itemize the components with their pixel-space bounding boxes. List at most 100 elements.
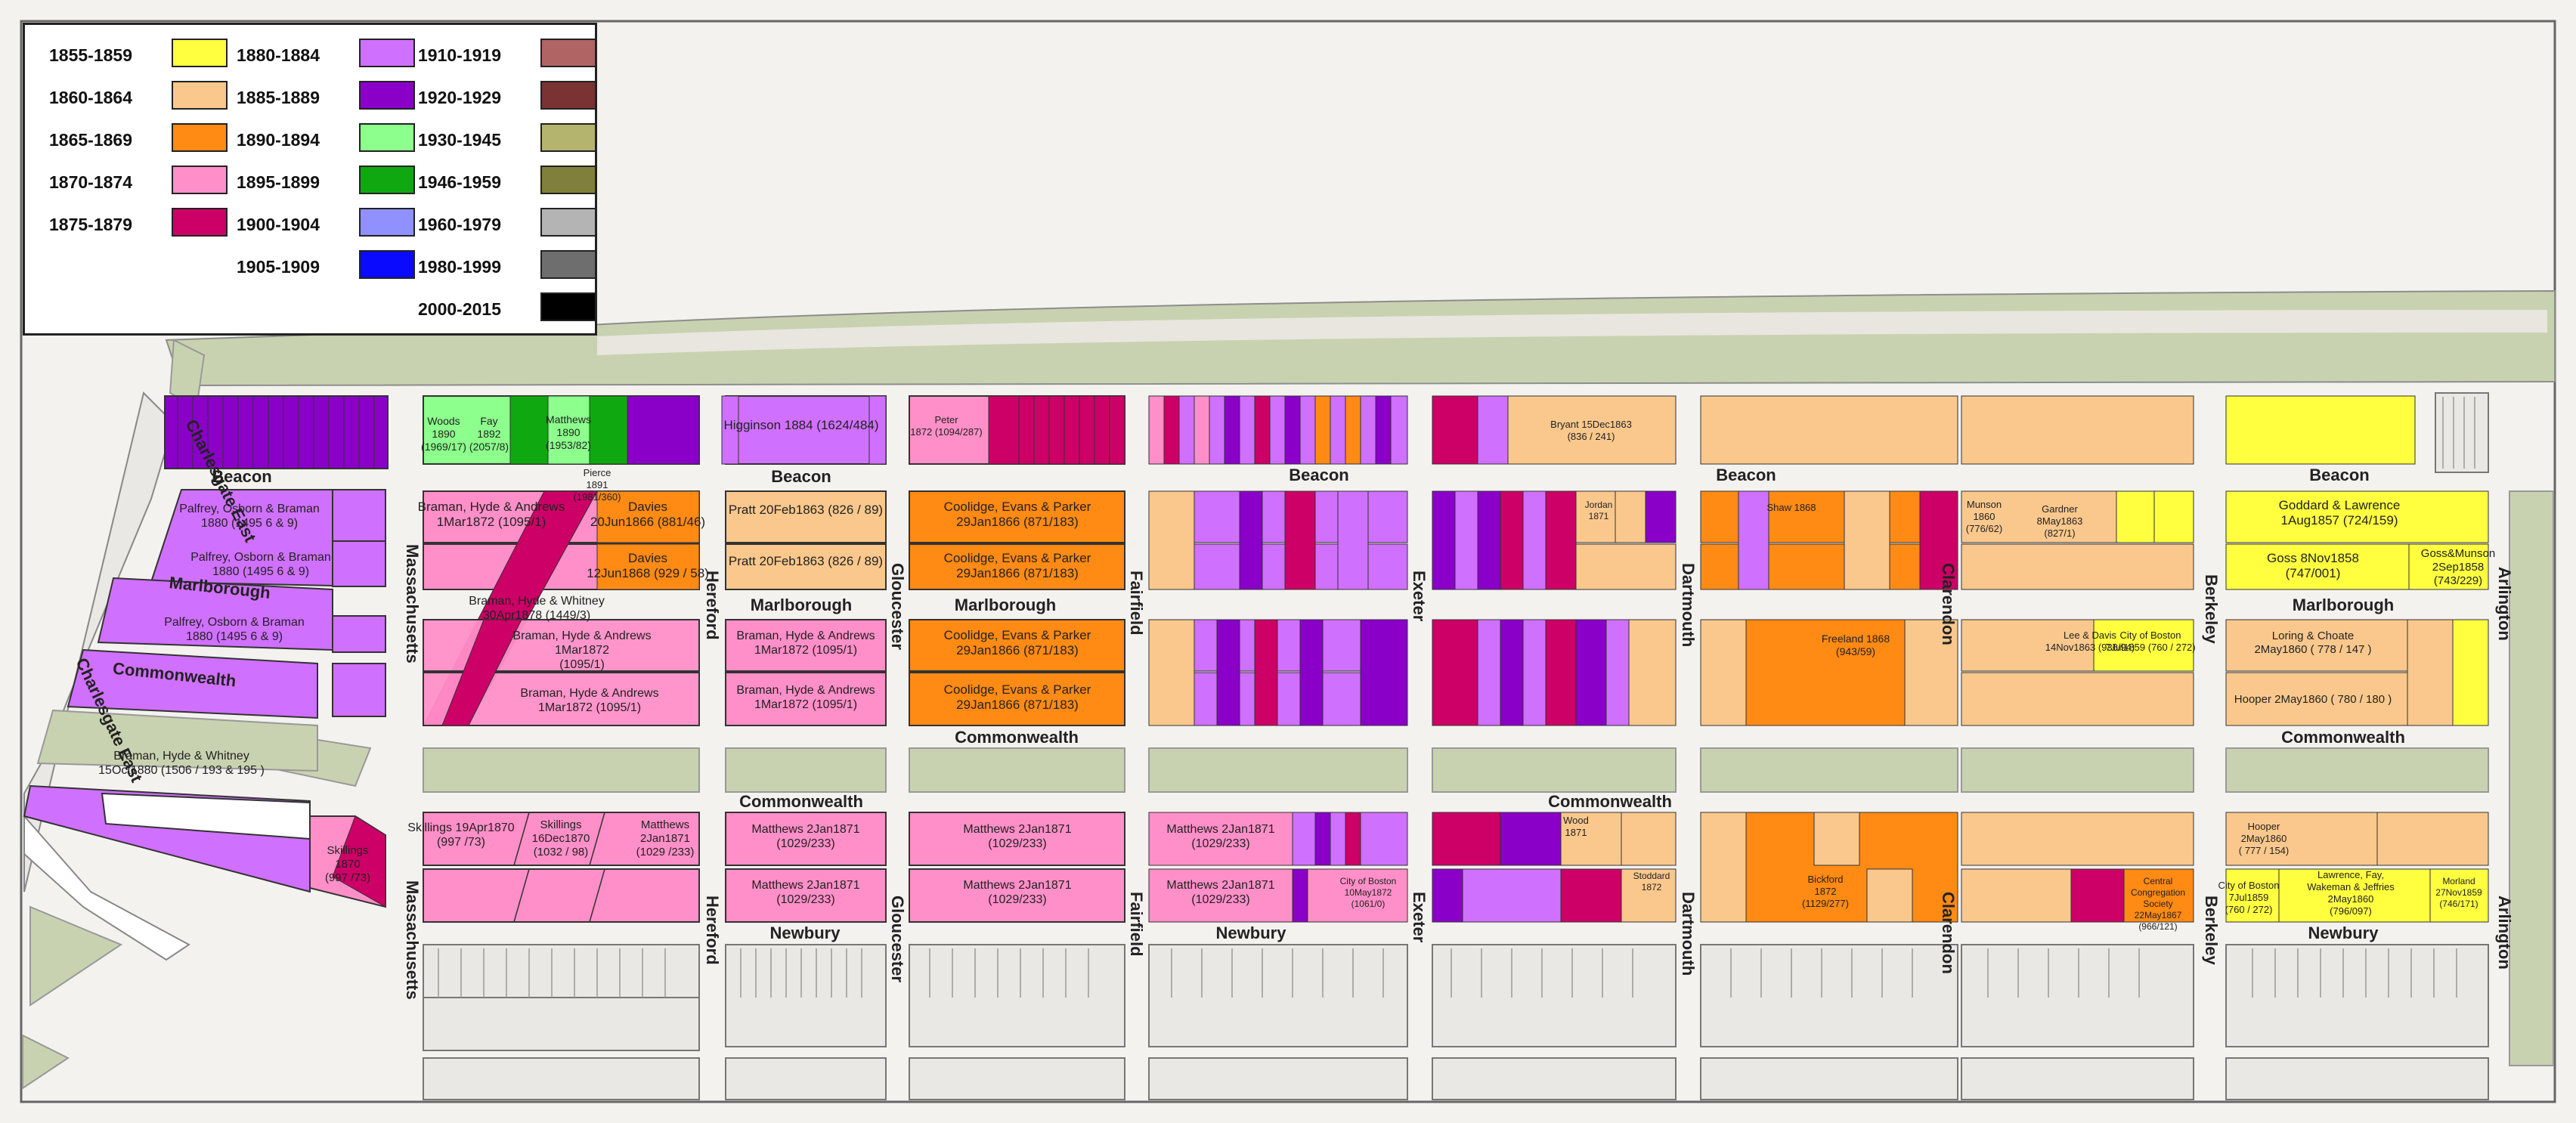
legend-label: 1905-1909	[237, 257, 320, 277]
legend-swatch	[540, 250, 596, 279]
lot-label-d3: Coolidge, Evans & Parker 29Jan1866 (871/1…	[944, 551, 1091, 580]
legend-label: 1980-1999	[418, 257, 501, 277]
street-clarendon-2: Clarendon	[1939, 892, 1958, 974]
block-dartmouth-clarendon	[1700, 395, 1958, 923]
street-arlington-1: Arlington	[2495, 567, 2514, 641]
lot-label-i4: Loring & Choate 2May1860 ( 778 / 147 )	[2254, 630, 2371, 656]
lot-label-a4: Braman, Hyde & Whitney 15Oct1880 (1506 / …	[98, 750, 265, 777]
lot-label-e3: City of Boston 10May1872 (1061/0)	[1340, 876, 1397, 909]
street-fairfield-1: Fairfield	[1127, 571, 1146, 636]
lot-label-i6: Hooper 2May1860( 777 / 154)	[2239, 821, 2290, 856]
lot-label-a5: Skillings 1870 (997 /73)	[325, 844, 370, 884]
legend-swatch	[359, 166, 415, 194]
street-hereford-2: Hereford	[703, 896, 722, 965]
lot-label-c5: Braman, Hyde & Andrews 1Mar1872 (1095/1)	[736, 684, 875, 711]
street-beacon-3: Beacon	[1289, 466, 1348, 484]
lot-label-a2: Palfrey, Osborn & Braman 1880 (1495 6 & 9…	[190, 551, 331, 578]
block-mass-hereford	[423, 395, 700, 923]
lot-label-f4: Stoddard 1872	[1633, 871, 1670, 893]
commonwealth-mall	[423, 747, 2489, 793]
street-gloucester-2: Gloucester	[888, 896, 907, 982]
lot-label-a3: Palfrey, Osborn & Braman 1880 (1495 6 & 9…	[164, 616, 305, 643]
legend-swatch	[359, 39, 415, 67]
street-newbury-2: Newbury	[1216, 923, 1287, 942]
street-dartmouth-2: Dartmouth	[1679, 892, 1698, 976]
lot-label-b8: Braman, Hyde & Whitney 30Apr1878 (1449/3)	[469, 595, 605, 622]
street-beacon-1: Beacon	[212, 467, 271, 486]
legend-label: 1930-1945	[418, 130, 501, 150]
block-clarendon-berkeley	[1961, 395, 2194, 923]
legend-label: 1946-1959	[418, 172, 501, 192]
street-massachusetts-2: Massachusetts	[403, 880, 422, 1000]
legend-swatch	[359, 208, 415, 237]
lot-label-c7: Matthews 2Jan1871 (1029/233)	[751, 879, 859, 906]
legend-label: 2000-2015	[418, 299, 501, 319]
legend-label: 1885-1889	[237, 88, 320, 107]
lot-label-e1: Matthews 2Jan1871 (1029/233)	[1166, 823, 1274, 850]
block-charlesgate-mass	[23, 395, 389, 908]
street-beacon-2: Beacon	[771, 467, 831, 486]
lot-label-i9: Morland 27Nov1859 (746/171)	[2435, 876, 2482, 909]
lot-label-i3: Goss&Munson 2Sep1858 (743/229)	[2421, 547, 2495, 587]
lot-label-b11: Skillings 19Apr1870 (997 /73)	[407, 821, 515, 849]
lot-label-d6: Matthews 2Jan1871 (1029/233)	[963, 823, 1071, 850]
lot-label-i8: City of Boston 7Jul1859 (760 / 272)	[2218, 880, 2280, 915]
lot-label-c4: Braman, Hyde & Andrews 1Mar1872 (1095/1)	[736, 630, 875, 657]
street-beacon-4: Beacon	[1716, 466, 1776, 484]
street-clarendon-1: Clarendon	[1939, 563, 1958, 645]
legend-swatch	[540, 166, 596, 194]
street-berkeley-1: Berkeley	[2202, 574, 2221, 645]
lot-label-f2: Jordan 1871	[1585, 500, 1613, 521]
lot-label-b7: Davies 12Jun1868 (929 / 58)	[587, 551, 709, 580]
street-commonwealth-3: Commonwealth	[739, 792, 863, 811]
lot-label-f3: Wood 1871	[1563, 815, 1589, 838]
lot-label-d7: Matthews 2Jan1871 (1029/233)	[963, 879, 1071, 906]
boylston-hatching	[438, 397, 2475, 998]
lot-label-i7: Lawrence, Fay, Wakeman & Jeffries 2May1860…	[2307, 869, 2395, 917]
street-beacon-5: Beacon	[2309, 466, 2369, 484]
legend-label: 1870-1874	[49, 172, 132, 192]
lot-label-i1: Goddard & Lawrence 1Aug1857 (724/159)	[2279, 498, 2401, 527]
street-arlington-2: Arlington	[2495, 896, 2514, 970]
legend-swatch	[359, 123, 415, 152]
legend-label: 1860-1864	[49, 88, 132, 107]
street-hereford-1: Hereford	[703, 571, 722, 640]
block-hereford-gloucester	[721, 395, 887, 923]
lot-label-b3: Matthews 1890 (1953/82)	[546, 413, 591, 451]
street-exeter-2: Exeter	[1410, 892, 1429, 943]
lot-label-c1: Higginson 1884 (1624/484)	[723, 418, 878, 432]
lot-label-g2: Shaw 1868	[1766, 502, 1816, 513]
block-gloucester-fairfield	[909, 395, 1125, 923]
lot-label-h2: Gardner 8May1863 (827/1)	[2037, 503, 2083, 539]
lot-label-b4: Pierce 1891 (1981/360)	[574, 467, 621, 503]
legend-label: 1910-1919	[418, 45, 501, 65]
lot-label-b1: Woods 1890 (1969/17)	[421, 415, 466, 453]
lot-label-a1: Palfrey, Osborn & Braman 1880 (1495 6 & 9…	[179, 503, 320, 530]
legend-label: 1890-1894	[237, 130, 320, 150]
lot-label-b10: Braman, Hyde & Andrews 1Mar1872 (1095/1)	[520, 687, 658, 714]
lot-label-h5: Central Congregation Society 22May1867 (966/…	[2131, 876, 2185, 932]
legend-swatch	[540, 39, 596, 67]
legend-label: 1855-1859	[49, 45, 132, 65]
street-fairfield-2: Fairfield	[1127, 892, 1146, 957]
lot-label-d5: Coolidge, Evans & Parker 29Jan1866 (871/1…	[944, 682, 1091, 712]
lot-label-i2: Goss 8Nov1858 (747/001)	[2267, 551, 2359, 580]
lot-label-b9: Braman, Hyde & Andrews 1Mar1872 (1095/1)	[512, 630, 651, 671]
lot-label-i5: Hooper 2May1860 ( 780 / 180 )	[2234, 693, 2392, 706]
legend-swatch	[172, 166, 228, 194]
street-marlborough-2: Marlborough	[751, 596, 852, 614]
legend-swatch	[540, 123, 596, 152]
street-exeter-1: Exeter	[1410, 571, 1429, 622]
block-fairfield-exeter	[1148, 395, 1408, 923]
legend-label: 1960-1979	[418, 215, 501, 234]
legend-swatch	[172, 81, 228, 110]
lot-label-b6: Davies 20Jun1866 (881/46)	[590, 500, 705, 529]
street-newbury-1: Newbury	[770, 923, 841, 942]
street-gloucester-1: Gloucester	[888, 563, 907, 650]
lot-label-b5: Braman, Hyde & Andrews 1Mar1872 (1095/1)	[418, 500, 565, 529]
lot-label-c6: Matthews 2Jan1871 (1029/233)	[751, 823, 859, 850]
charlesgate-ramp	[23, 814, 190, 961]
lot-label-g3: Bickford 1872 (1129/277)	[1802, 874, 1849, 909]
lot-label-c2: Pratt 20Feb1863 (826 / 89)	[729, 503, 883, 517]
lot-label-g1: Freeland 1868 (943/59)	[1822, 633, 1890, 657]
